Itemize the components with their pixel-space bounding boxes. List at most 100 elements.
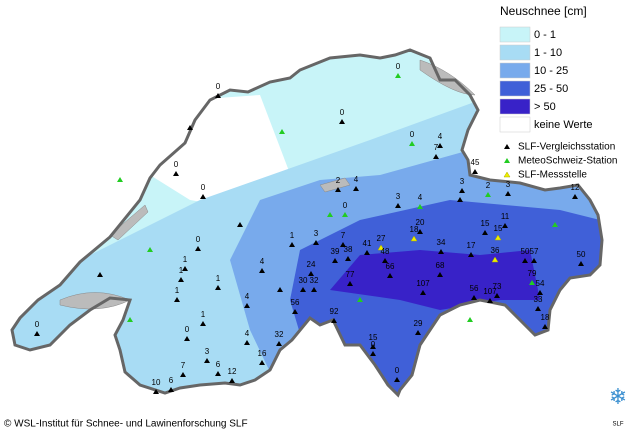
station-value: 30 bbox=[299, 276, 308, 285]
station-value: 0 bbox=[396, 62, 401, 71]
station-marker bbox=[364, 250, 370, 255]
legend-swatch bbox=[499, 80, 531, 97]
station-marker bbox=[237, 222, 243, 227]
station-value: 18 bbox=[541, 313, 550, 322]
station-value: 2 bbox=[486, 181, 491, 190]
station-value: 36 bbox=[491, 246, 500, 255]
station-marker bbox=[494, 234, 502, 241]
station-marker bbox=[552, 222, 558, 227]
station-value: 4 bbox=[418, 193, 423, 202]
station-value: 7 bbox=[434, 143, 439, 152]
legend-title: Neuschnee [cm] bbox=[500, 4, 587, 18]
station-marker bbox=[259, 360, 265, 365]
station-value: 41 bbox=[363, 239, 372, 248]
station-marker bbox=[433, 154, 439, 159]
station-marker bbox=[370, 344, 376, 349]
station-value: 50 bbox=[577, 250, 586, 259]
station-value: 92 bbox=[330, 307, 339, 316]
station-marker bbox=[345, 256, 351, 261]
station-value: 56 bbox=[470, 284, 479, 293]
station-marker bbox=[180, 372, 186, 377]
station-value: 15 bbox=[481, 219, 490, 228]
station-value: 10 bbox=[152, 378, 161, 387]
station-marker bbox=[578, 261, 584, 266]
station-value: 79 bbox=[528, 269, 537, 278]
station-value: 0 bbox=[395, 366, 400, 375]
station-marker bbox=[417, 204, 423, 209]
station-value: 1 bbox=[183, 255, 188, 264]
station-marker bbox=[195, 246, 201, 251]
station-value: 77 bbox=[346, 270, 355, 279]
station-marker bbox=[308, 271, 314, 276]
station-marker bbox=[178, 277, 184, 282]
station-marker bbox=[153, 389, 159, 394]
station-value: 1 bbox=[290, 231, 295, 240]
station-value: 12 bbox=[571, 183, 580, 192]
station-value: 3 bbox=[460, 177, 465, 186]
legend-label: 25 - 50 bbox=[534, 83, 568, 95]
station-marker bbox=[410, 235, 418, 242]
station-marker bbox=[331, 318, 337, 323]
station-marker bbox=[313, 240, 319, 245]
station-marker bbox=[437, 272, 443, 277]
station-value: 12 bbox=[228, 367, 237, 376]
station-value: 1 bbox=[201, 310, 206, 319]
station-value: 107 bbox=[483, 287, 497, 296]
station-marker bbox=[34, 331, 40, 336]
station-value: 32 bbox=[310, 276, 319, 285]
station-marker bbox=[491, 256, 499, 263]
station-marker bbox=[357, 297, 363, 302]
station-marker bbox=[353, 186, 359, 191]
legend-swatch bbox=[499, 44, 531, 61]
legend-label: 1 - 10 bbox=[534, 47, 562, 59]
station-value: 15 bbox=[369, 333, 378, 342]
copyright: © WSL-Institut für Schnee- und Lawinenfo… bbox=[4, 419, 248, 430]
station-marker bbox=[335, 187, 341, 192]
station-marker bbox=[459, 188, 465, 193]
station-value: 18 bbox=[410, 225, 419, 234]
zone-50 bbox=[330, 250, 540, 310]
station-value: 68 bbox=[436, 261, 445, 270]
station-marker bbox=[395, 203, 401, 208]
station-marker bbox=[244, 340, 250, 345]
station-value: 2 bbox=[336, 176, 341, 185]
station-marker bbox=[117, 177, 123, 182]
station-marker bbox=[182, 266, 188, 271]
station-value: 4 bbox=[354, 175, 359, 184]
station-marker bbox=[204, 358, 210, 363]
station-marker bbox=[259, 268, 265, 273]
station-value: 39 bbox=[331, 247, 340, 256]
station-value: 0 bbox=[35, 320, 40, 329]
station-marker bbox=[537, 290, 543, 295]
station-marker bbox=[215, 285, 221, 290]
legend-swatch bbox=[499, 98, 531, 115]
station-marker bbox=[395, 73, 401, 78]
station-value: 3 bbox=[506, 180, 511, 189]
station-value: 66 bbox=[386, 262, 395, 271]
station-value: 11 bbox=[501, 212, 510, 221]
station-marker bbox=[472, 169, 478, 174]
station-marker bbox=[487, 298, 493, 303]
station-marker bbox=[370, 351, 376, 356]
station-value: 29 bbox=[414, 319, 423, 328]
station-value: 6 bbox=[216, 360, 221, 369]
station-value: 57 bbox=[530, 247, 539, 256]
station-value: 1 bbox=[179, 266, 184, 275]
station-marker bbox=[276, 341, 282, 346]
station-marker bbox=[531, 258, 537, 263]
station-value: 3 bbox=[396, 192, 401, 201]
station-marker bbox=[184, 336, 190, 341]
station-marker bbox=[572, 194, 578, 199]
legend: Neuschnee [cm] 0 - 1 1 - 10 10 - 25 25 - 50 >… bbox=[499, 4, 618, 181]
station-marker bbox=[415, 330, 421, 335]
legend-swatch bbox=[499, 62, 531, 79]
station-marker bbox=[279, 129, 285, 134]
legend-label: keine Werte bbox=[534, 119, 593, 131]
station-value: 20 bbox=[416, 218, 425, 227]
station-marker bbox=[522, 258, 528, 263]
station-marker bbox=[468, 252, 474, 257]
station-marker bbox=[215, 93, 221, 98]
station-marker bbox=[327, 212, 333, 217]
station-marker bbox=[505, 191, 511, 196]
